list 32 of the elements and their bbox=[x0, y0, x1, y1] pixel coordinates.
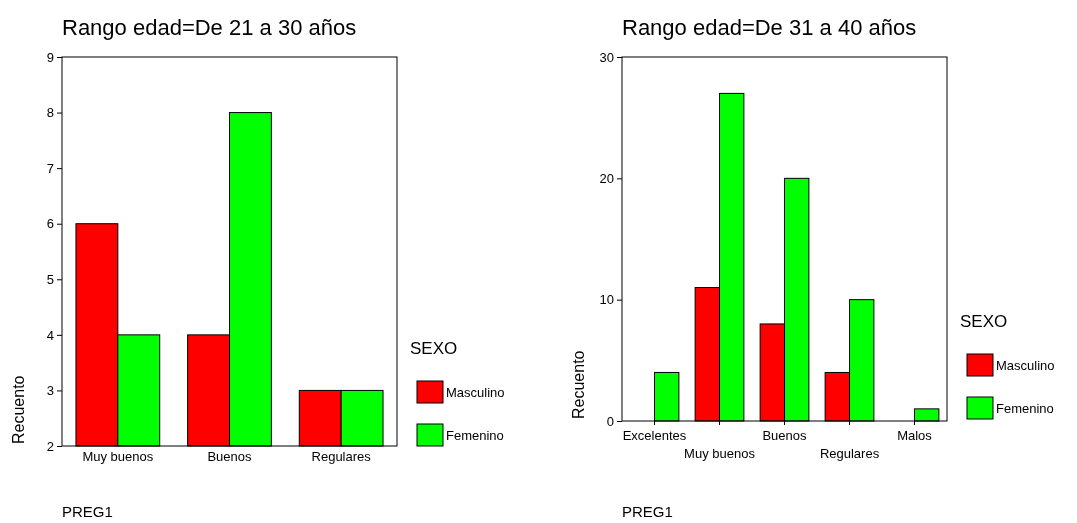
y-axis-title: Recuento bbox=[570, 350, 587, 419]
x-tick-label: Excelentes bbox=[622, 427, 687, 443]
y-tick-label: 5 bbox=[46, 271, 54, 287]
x-tick-label: Regulares bbox=[819, 445, 880, 461]
y-tick-label: 9 bbox=[46, 49, 54, 65]
y-tick-label: 8 bbox=[46, 105, 54, 121]
x-tick-label: Muy buenos bbox=[684, 445, 756, 461]
y-tick-label: 10 bbox=[599, 292, 614, 308]
legend-label: Femenino bbox=[446, 428, 504, 443]
y-tick-label: 2 bbox=[46, 438, 54, 454]
y-tick-label: 3 bbox=[46, 383, 54, 399]
legend-title: SEXO bbox=[960, 312, 1008, 331]
chart-title: Rango edad=De 21 a 30 años bbox=[62, 15, 357, 40]
legend-title: SEXO bbox=[410, 339, 458, 358]
y-tick-label: 20 bbox=[599, 170, 614, 186]
x-tick-label: Muy buenos bbox=[82, 448, 154, 464]
y-tick-label: 4 bbox=[46, 327, 54, 343]
legend-label: Masculino bbox=[446, 385, 505, 400]
x-tick-label: Regulares bbox=[311, 448, 372, 464]
x-tick-label: Buenos bbox=[762, 427, 808, 443]
legend-label: Femenino bbox=[996, 401, 1054, 416]
x-tick-label: Buenos bbox=[207, 448, 253, 464]
x-axis-title: PREG1 bbox=[62, 503, 113, 520]
legend-label: Masculino bbox=[996, 358, 1055, 373]
y-tick-label: 7 bbox=[46, 160, 54, 176]
x-axis-title: PREG1 bbox=[622, 503, 673, 520]
x-tick-label: Malos bbox=[897, 427, 933, 443]
y-tick-label: 6 bbox=[46, 216, 54, 232]
y-tick-label: 30 bbox=[599, 49, 614, 65]
y-axis-title: Recuento bbox=[10, 375, 27, 444]
y-tick-label: 0 bbox=[606, 413, 614, 429]
chart-title: Rango edad=De 31 a 40 años bbox=[622, 15, 917, 40]
